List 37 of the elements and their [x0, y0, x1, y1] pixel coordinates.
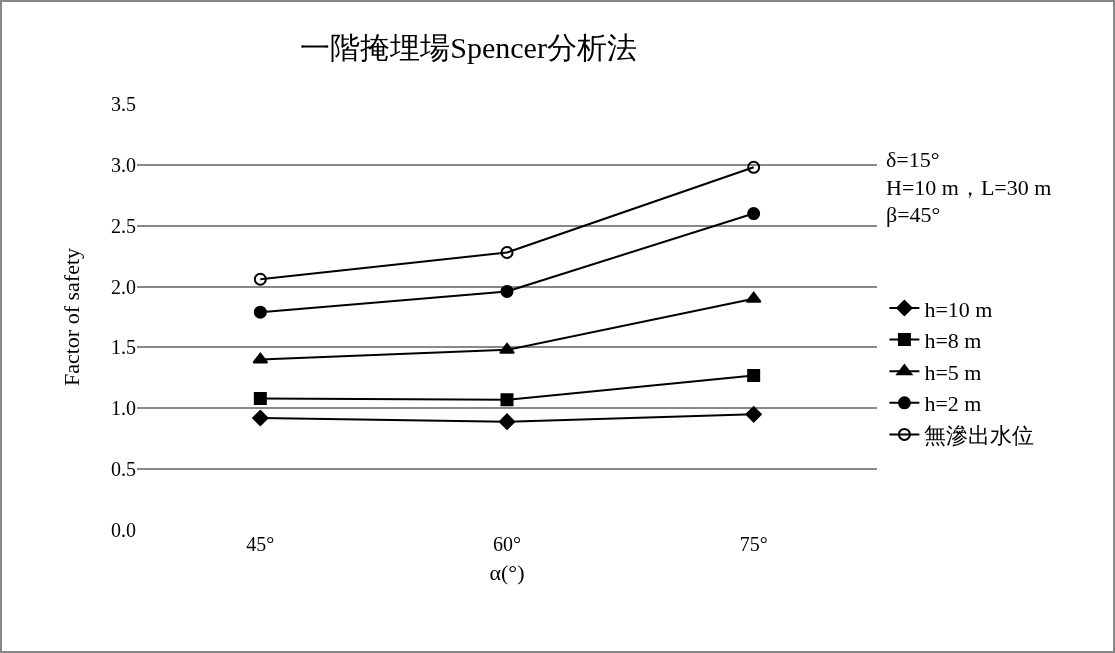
point — [747, 160, 761, 174]
x-tick-label: 60° — [493, 533, 521, 555]
point — [745, 406, 762, 423]
legend-label: h=5 m — [924, 359, 982, 385]
y-tick-label: 2.0 — [111, 275, 136, 298]
y-tick-label: 2.5 — [111, 214, 136, 237]
text: δ=15° — [886, 147, 940, 172]
x-tick-label: 75° — [739, 533, 768, 555]
point — [745, 291, 762, 303]
point — [500, 284, 514, 298]
legend-label: 無滲出水位 — [924, 422, 1035, 448]
point — [252, 352, 269, 364]
point — [498, 413, 516, 430]
y-tick-label: 0.5 — [111, 458, 136, 481]
point — [253, 392, 267, 406]
text: β=45° — [886, 202, 941, 227]
y-axis-title: Factor of safety — [58, 247, 84, 387]
legend-label: h=8 m — [924, 328, 982, 354]
y-tick-label: 1.5 — [111, 336, 136, 359]
point — [253, 305, 267, 319]
point — [499, 342, 515, 354]
y-tick-label: 3.5 — [111, 93, 136, 115]
legend-label: h=2 m — [924, 391, 982, 417]
point — [747, 207, 761, 221]
y-tick-label: 0.0 — [111, 519, 136, 541]
x-tick-label: 45° — [246, 533, 275, 555]
point — [252, 409, 269, 427]
x-axis-title: α(°) — [489, 559, 525, 585]
point — [500, 245, 514, 259]
y-tick-label: 1.0 — [111, 397, 136, 420]
y-tick-label: 3.0 — [111, 153, 136, 176]
point — [253, 272, 267, 286]
point — [500, 393, 514, 407]
point — [747, 368, 761, 382]
legend-label: h=10 m — [924, 296, 993, 322]
chart-title: 一階掩埋場Spencer分析法 — [300, 30, 637, 64]
text: H=10 m，L=30 m — [886, 175, 1052, 200]
